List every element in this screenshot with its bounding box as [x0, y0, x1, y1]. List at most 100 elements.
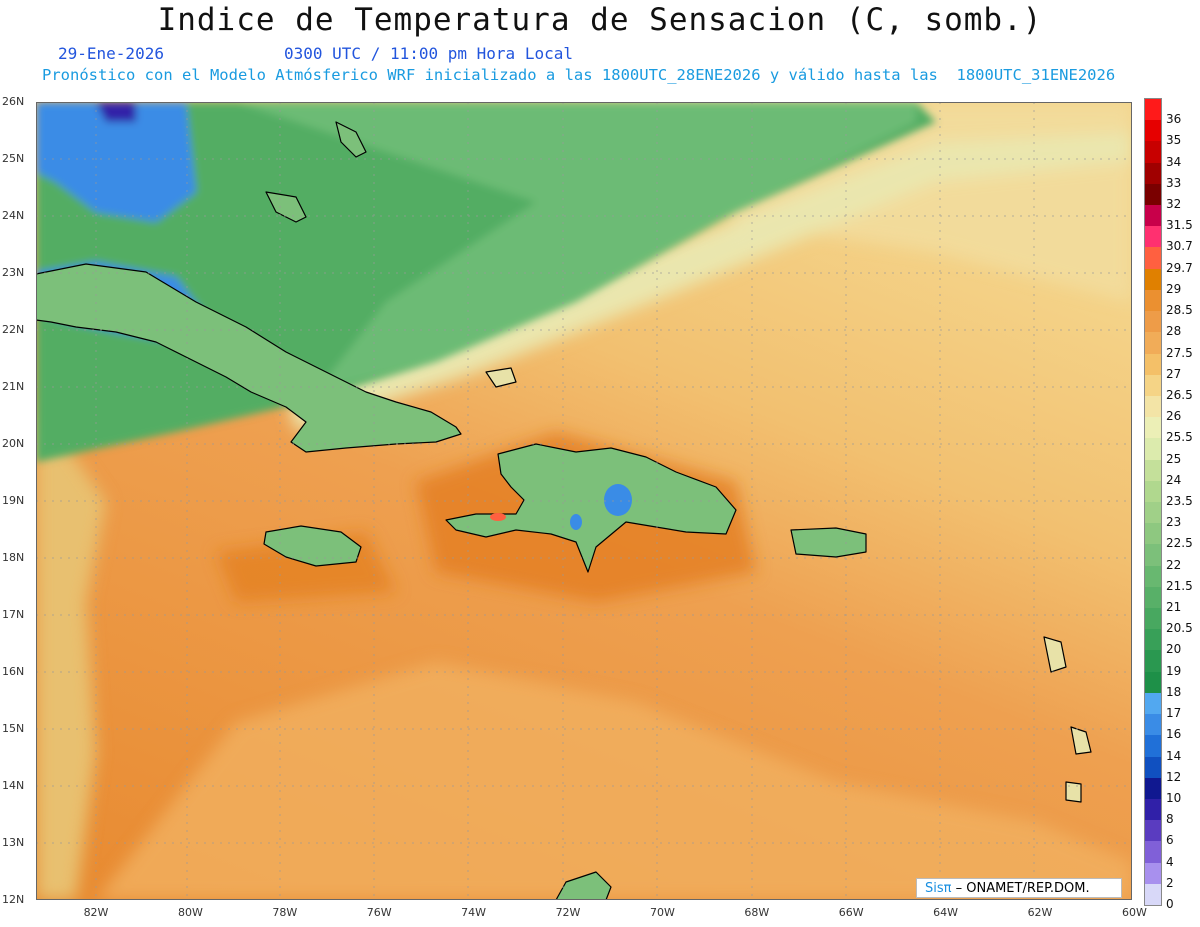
colorbar-label: 25 [1166, 451, 1182, 466]
longitude-label: 76W [366, 906, 392, 919]
colorbar-swatch [1145, 735, 1161, 758]
colorbar-swatch [1145, 289, 1161, 312]
colorbar-swatch [1145, 141, 1161, 164]
colorbar-swatch [1145, 862, 1161, 885]
colorbar-label: 4 [1166, 854, 1174, 869]
puerto-rico-land [790, 527, 867, 558]
colorbar-swatch [1145, 120, 1161, 142]
south-america-coast [555, 871, 612, 900]
colorbar-swatch [1145, 374, 1161, 397]
model-info: Pronóstico con el Modelo Atmósferico WRF… [42, 66, 1116, 84]
longitude-label: 64W [933, 906, 959, 919]
latitude-label: 13N [2, 836, 25, 849]
colorbar-label: 23 [1166, 515, 1182, 530]
jamaica-land [263, 525, 362, 567]
latitude-label: 22N [2, 323, 25, 336]
colorbar-swatch [1145, 586, 1161, 609]
colorbar-swatch [1145, 183, 1161, 206]
colorbar [1144, 98, 1162, 906]
hispaniola-land [445, 443, 737, 573]
colorbar-swatch [1145, 841, 1161, 864]
colorbar-swatch [1145, 353, 1161, 376]
colorbar-label: 29.7 [1166, 260, 1193, 275]
colorbar-swatch [1145, 311, 1161, 333]
colorbar-label: 35 [1166, 133, 1182, 148]
southwest-cool-zone [36, 402, 106, 900]
colorbar-label: 27 [1166, 366, 1182, 381]
colorbar-swatch [1145, 777, 1161, 800]
colorbar-swatch [1145, 714, 1161, 736]
colorbar-label: 26.5 [1166, 387, 1193, 402]
colorbar-swatch [1145, 332, 1161, 355]
longitude-label: 60W [1121, 906, 1147, 919]
colorbar-label: 14 [1166, 748, 1182, 763]
latitude-label: 25N [2, 152, 25, 165]
latitude-label: 14N [2, 779, 25, 792]
forecast-date: 29-Ene-2026 [58, 44, 164, 63]
colorbar-label: 10 [1166, 790, 1182, 805]
colorbar-label: 27.5 [1166, 345, 1193, 360]
pale-front-band [286, 132, 1132, 432]
colorbar-swatch [1145, 883, 1161, 906]
colorbar-label: 32 [1166, 197, 1182, 212]
colorbar-label: 29 [1166, 281, 1182, 296]
colorbar-swatch [1145, 629, 1161, 651]
colorbar-label: 22.5 [1166, 536, 1193, 551]
cordillera-cool-spot [604, 484, 632, 516]
colorbar-swatch [1145, 798, 1161, 821]
colorbar-swatch [1145, 820, 1161, 842]
longitude-label: 70W [649, 906, 675, 919]
south-warm-band [96, 662, 1132, 900]
colorbar-label: 28 [1166, 324, 1182, 339]
latitude-label: 21N [2, 380, 25, 393]
longitude-label: 72W [555, 906, 581, 919]
longitude-label: 80W [177, 906, 203, 919]
colorbar-label: 30.7 [1166, 239, 1193, 254]
colorbar-swatch [1145, 395, 1161, 418]
colorbar-swatch [1145, 523, 1161, 545]
bahamas-andros [265, 191, 307, 223]
colorbar-label: 26 [1166, 409, 1182, 424]
colorbar-label: 20 [1166, 642, 1182, 657]
colorbar-label: 25.5 [1166, 430, 1193, 445]
colorbar-label: 16 [1166, 727, 1182, 742]
longitude-label: 74W [461, 906, 487, 919]
colorbar-label: 24 [1166, 472, 1182, 487]
cuba-land [36, 263, 462, 453]
latitude-label: 18N [2, 551, 25, 564]
colorbar-swatch [1145, 268, 1161, 291]
latitude-label: 19N [2, 494, 25, 507]
colorbar-swatch [1145, 756, 1161, 779]
credit-brand: Sisπ [925, 881, 952, 896]
colorbar-swatch [1145, 692, 1161, 715]
latitude-label: 23N [2, 266, 25, 279]
colorbar-label: 8 [1166, 812, 1174, 827]
colorbar-label: 28.5 [1166, 303, 1193, 318]
colorbar-label: 2 [1166, 875, 1174, 890]
credit-box: Sisπ – ONAMET/REP.DOM. [916, 878, 1122, 898]
colorbar-label: 36 [1166, 112, 1182, 127]
longitude-label: 66W [838, 906, 864, 919]
colorbar-label: 19 [1166, 663, 1182, 678]
colorbar-swatch [1145, 438, 1161, 461]
latitude-label: 17N [2, 608, 25, 621]
bahamas-abaco [335, 121, 367, 158]
turks-caicos [485, 367, 517, 388]
lesser-antilles-st-lucia [1065, 781, 1082, 803]
latitude-label: 12N [2, 893, 25, 906]
colorbar-swatch [1145, 650, 1161, 673]
latitude-label: 24N [2, 209, 25, 222]
florida-cold-core [96, 102, 136, 122]
colorbar-swatch [1145, 671, 1161, 694]
longitude-label: 62W [1027, 906, 1053, 919]
colorbar-swatch [1145, 247, 1161, 270]
lesser-antilles-guadeloupe [1043, 636, 1067, 673]
colorbar-swatch [1145, 565, 1161, 588]
colorbar-swatch [1145, 162, 1161, 185]
colorbar-label: 21 [1166, 600, 1182, 615]
forecast-time: 0300 UTC / 11:00 pm Hora Local [284, 44, 573, 63]
colorbar-swatch [1145, 226, 1161, 248]
colorbar-label: 31.5 [1166, 218, 1193, 233]
latitude-label: 20N [2, 437, 25, 450]
colorbar-label: 20.5 [1166, 621, 1193, 636]
